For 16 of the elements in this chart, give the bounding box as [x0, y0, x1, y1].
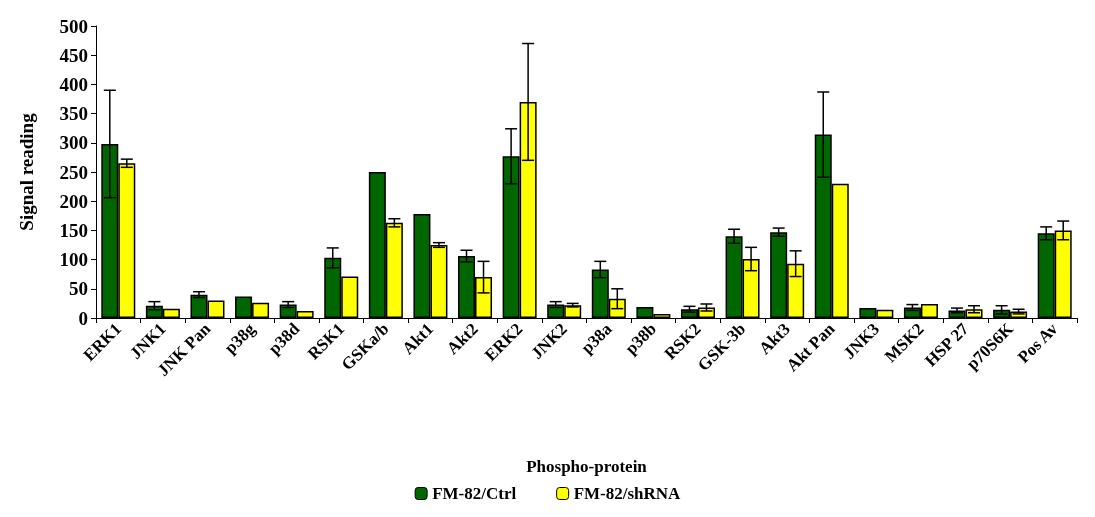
y-tick-label: 0 [78, 307, 88, 329]
y-tick-label: 350 [59, 103, 88, 125]
y-tick-label: 150 [59, 219, 88, 241]
x-axis-title: Phospho-protein [526, 457, 648, 476]
y-tick-label: 50 [69, 278, 88, 300]
y-tick-label: 450 [59, 44, 88, 66]
y-tick-label: 100 [59, 249, 88, 271]
y-tick-label: 500 [59, 15, 88, 37]
x-tick-label: Pos Av [1013, 318, 1062, 367]
legend-label: FM-82/Ctrl [432, 484, 517, 503]
legend-label: FM-82/shRNA [573, 484, 682, 503]
y-tick-label: 250 [59, 161, 88, 183]
y-axis-title: Signal reading [16, 112, 37, 231]
y-tick-label: 200 [59, 190, 88, 212]
y-tick-label: 400 [59, 73, 88, 95]
y-tick-label: 300 [59, 132, 88, 154]
